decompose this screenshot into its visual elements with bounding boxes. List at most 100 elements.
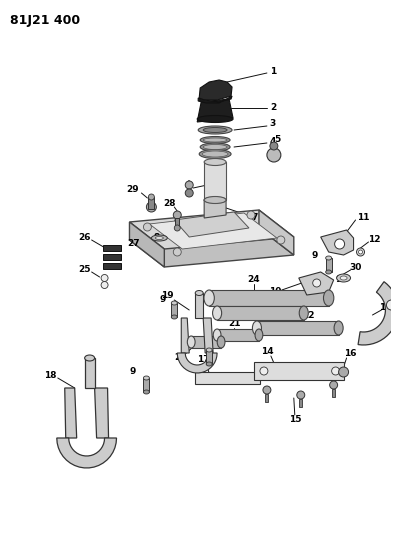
Bar: [84, 358, 95, 388]
Circle shape: [247, 211, 255, 219]
Ellipse shape: [171, 315, 177, 319]
Ellipse shape: [334, 321, 343, 335]
Bar: [206, 350, 212, 364]
Circle shape: [358, 250, 362, 254]
Ellipse shape: [143, 390, 149, 394]
Text: 9: 9: [129, 367, 136, 376]
Ellipse shape: [326, 256, 332, 260]
Ellipse shape: [337, 274, 351, 282]
Ellipse shape: [217, 336, 225, 348]
Bar: [143, 378, 149, 392]
Bar: [103, 263, 121, 269]
Polygon shape: [358, 281, 393, 345]
Circle shape: [185, 181, 193, 189]
Text: 26: 26: [79, 232, 91, 241]
Polygon shape: [65, 388, 77, 438]
Circle shape: [270, 142, 278, 150]
Text: 28: 28: [163, 198, 176, 207]
Text: 8: 8: [153, 232, 160, 241]
Ellipse shape: [213, 306, 222, 320]
Ellipse shape: [203, 144, 227, 149]
Text: 29: 29: [126, 184, 139, 193]
Text: 14: 14: [261, 348, 273, 357]
Bar: [257, 321, 339, 335]
Ellipse shape: [204, 197, 226, 203]
Bar: [103, 245, 121, 251]
Bar: [326, 258, 332, 272]
Text: 9: 9: [199, 341, 206, 350]
Ellipse shape: [299, 306, 308, 320]
Polygon shape: [129, 210, 294, 249]
Circle shape: [143, 223, 151, 231]
Text: 30: 30: [349, 262, 362, 271]
Circle shape: [101, 281, 108, 288]
Circle shape: [339, 367, 349, 377]
Text: 1: 1: [270, 67, 276, 76]
Polygon shape: [259, 210, 294, 255]
Ellipse shape: [198, 126, 232, 134]
Circle shape: [173, 211, 181, 219]
Circle shape: [332, 367, 340, 375]
Ellipse shape: [326, 270, 332, 274]
Text: 7: 7: [252, 214, 258, 222]
Text: 6: 6: [209, 180, 215, 189]
Polygon shape: [198, 96, 232, 103]
Circle shape: [174, 225, 180, 231]
Polygon shape: [95, 388, 108, 438]
Bar: [265, 394, 268, 402]
Text: 9: 9: [312, 252, 318, 261]
Ellipse shape: [203, 127, 227, 133]
Ellipse shape: [323, 290, 334, 306]
Ellipse shape: [151, 235, 167, 241]
Bar: [217, 329, 259, 341]
Ellipse shape: [206, 362, 212, 366]
Text: 23: 23: [248, 296, 260, 305]
Bar: [299, 399, 302, 407]
Text: 4: 4: [270, 136, 276, 146]
Ellipse shape: [187, 336, 195, 348]
Circle shape: [260, 367, 268, 375]
Circle shape: [297, 391, 305, 399]
Circle shape: [386, 300, 393, 310]
Polygon shape: [299, 272, 334, 295]
Bar: [171, 303, 177, 317]
Circle shape: [263, 386, 271, 394]
Ellipse shape: [143, 376, 149, 380]
Polygon shape: [129, 228, 294, 267]
Polygon shape: [199, 80, 232, 100]
Polygon shape: [197, 99, 233, 122]
Bar: [191, 336, 221, 348]
Polygon shape: [57, 438, 116, 468]
Circle shape: [334, 239, 345, 249]
Bar: [332, 389, 335, 397]
Circle shape: [356, 248, 365, 256]
Polygon shape: [149, 213, 277, 249]
Circle shape: [267, 148, 281, 162]
Text: 5: 5: [275, 135, 281, 144]
Text: 81J21 400: 81J21 400: [10, 14, 80, 27]
Polygon shape: [129, 222, 164, 267]
Ellipse shape: [206, 348, 212, 352]
Ellipse shape: [204, 158, 226, 166]
Polygon shape: [203, 318, 213, 353]
Circle shape: [149, 194, 154, 200]
Text: 22: 22: [303, 311, 315, 320]
Circle shape: [173, 248, 181, 256]
Ellipse shape: [213, 329, 221, 341]
Bar: [204, 162, 226, 200]
Circle shape: [101, 274, 108, 281]
Bar: [254, 362, 343, 380]
Text: 12: 12: [368, 236, 381, 245]
Circle shape: [330, 381, 338, 389]
Ellipse shape: [84, 355, 95, 361]
Text: 2: 2: [270, 102, 276, 111]
Polygon shape: [181, 318, 189, 353]
Bar: [149, 197, 154, 209]
Bar: [195, 372, 260, 384]
Text: 20: 20: [174, 353, 186, 362]
Ellipse shape: [200, 143, 230, 151]
Text: 11: 11: [357, 213, 370, 222]
Ellipse shape: [203, 138, 227, 142]
Ellipse shape: [171, 301, 177, 305]
Ellipse shape: [340, 276, 347, 280]
